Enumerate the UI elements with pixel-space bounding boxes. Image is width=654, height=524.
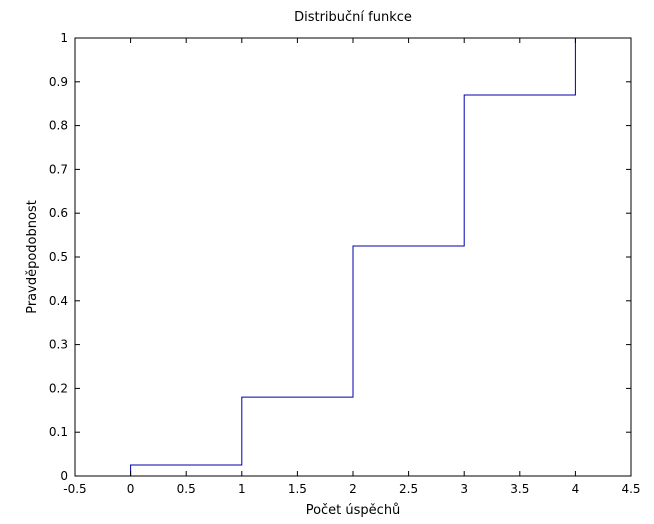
chart-title: Distribuční funkce bbox=[294, 10, 412, 25]
y-tick-label: 0.6 bbox=[49, 206, 68, 220]
x-tick-label: 3.5 bbox=[510, 482, 529, 496]
y-axis-label: Pravděpodobnost bbox=[25, 200, 40, 314]
y-tick-label: 0.1 bbox=[49, 425, 68, 439]
x-tick-label: 1.5 bbox=[288, 482, 307, 496]
x-tick-label: 2 bbox=[349, 482, 357, 496]
y-tick-label: 0.9 bbox=[49, 75, 68, 89]
x-tick-label: 0 bbox=[127, 482, 135, 496]
y-tick-label: 0.5 bbox=[49, 250, 68, 264]
y-tick-label: 0.7 bbox=[49, 162, 68, 176]
y-tick-label: 0.4 bbox=[49, 294, 68, 308]
cdf-step-line bbox=[130, 38, 576, 476]
ticks-layer: -0.5 0 0.5 1 1.5 2 2.5 3 3.5 4 4.500.10.20.30.40.5… bbox=[49, 31, 641, 496]
x-tick-label: 2.5 bbox=[399, 482, 418, 496]
x-tick-label: 4.5 bbox=[621, 482, 640, 496]
x-tick-label: 1 bbox=[238, 482, 246, 496]
y-tick-label: 0.3 bbox=[49, 338, 68, 352]
x-tick-label: 0.5 bbox=[177, 482, 196, 496]
y-tick-label: 1 bbox=[60, 31, 68, 45]
y-tick-label: 0.2 bbox=[49, 381, 68, 395]
x-tick-label: 4 bbox=[572, 482, 580, 496]
series-layer bbox=[130, 38, 576, 476]
x-tick-label: 3 bbox=[460, 482, 468, 496]
x-tick-label: -0.5 bbox=[63, 482, 86, 496]
y-tick-label: 0.8 bbox=[49, 119, 68, 133]
x-axis-label: Počet úspěchů bbox=[306, 503, 401, 518]
y-tick-label: 0 bbox=[60, 469, 68, 483]
